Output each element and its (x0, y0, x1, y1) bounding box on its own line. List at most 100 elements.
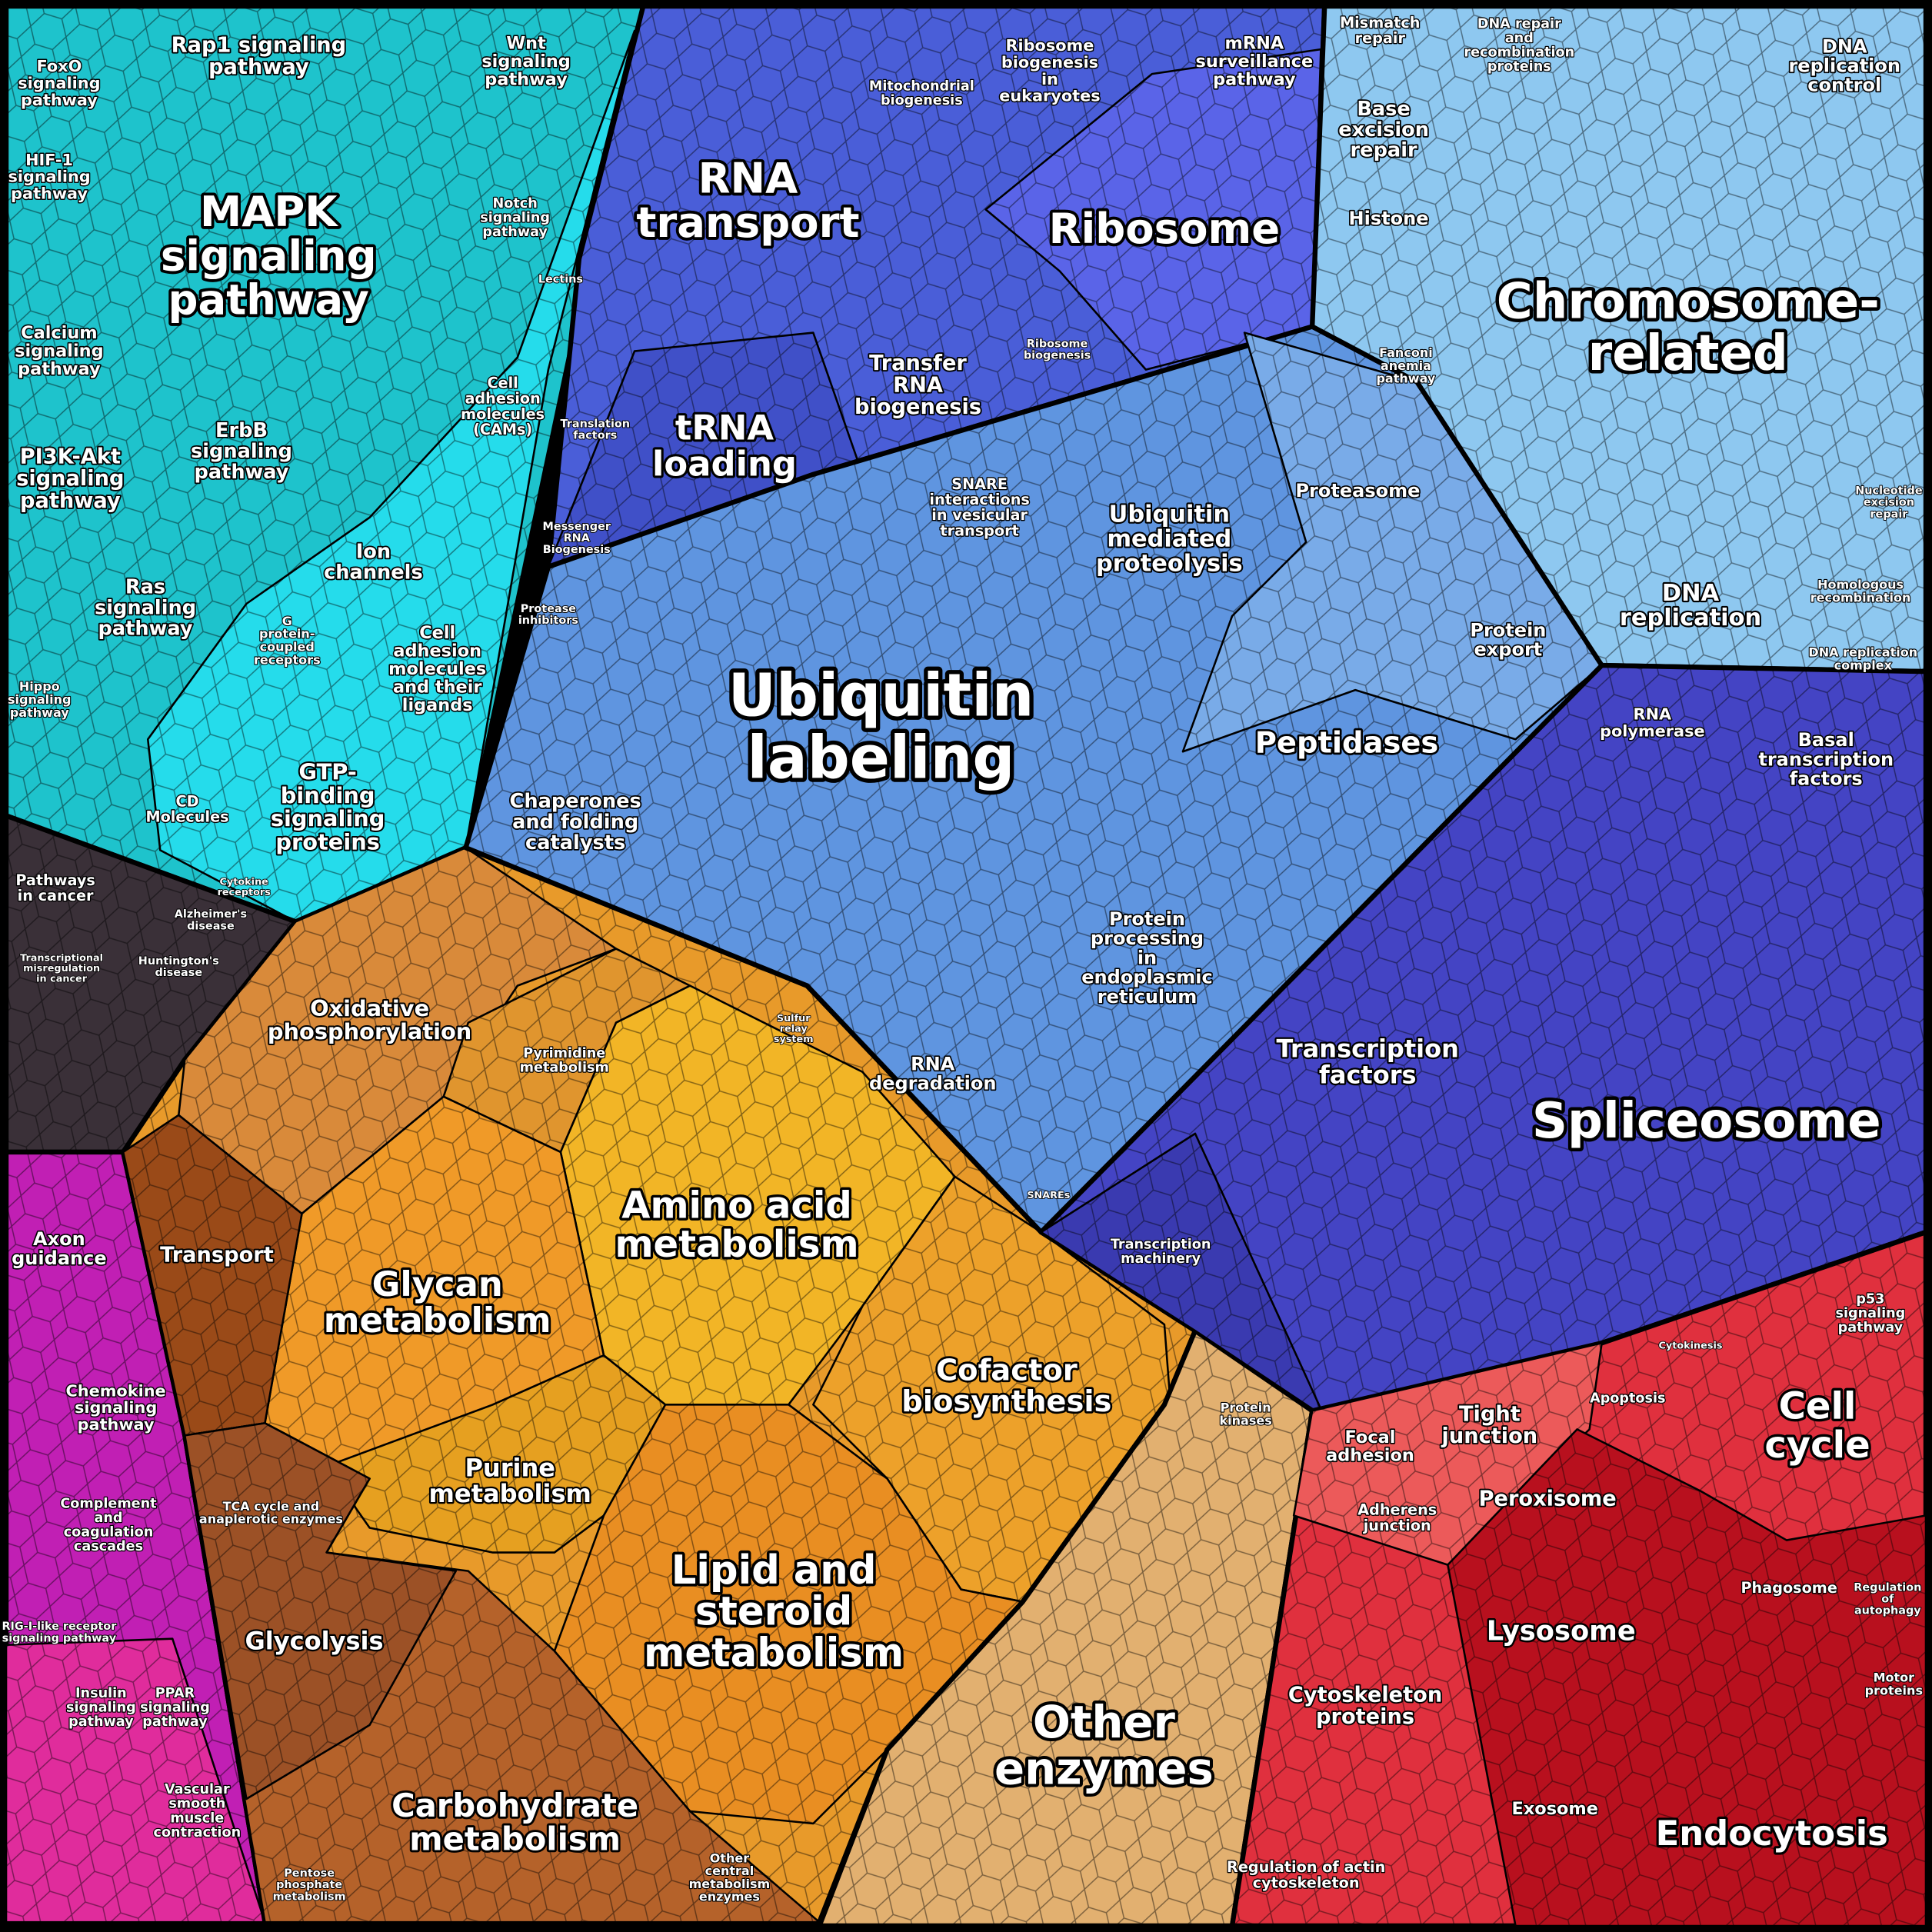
label-line: signaling (95, 596, 196, 619)
label-line: Protein (1470, 619, 1546, 641)
region-label: DNA replication control (1788, 35, 1900, 95)
label-line: Cytokine (220, 876, 269, 888)
label-line: Protein (1221, 1400, 1271, 1414)
region-label: Calcium signaling pathway (15, 323, 103, 379)
region-label: Cytokine receptors (218, 876, 271, 898)
label-line: Phagosome (1740, 1579, 1837, 1597)
label-line: recombination (1464, 45, 1574, 61)
label-line: metabolism (429, 1479, 591, 1508)
label-line: DNA (1662, 580, 1720, 607)
region-label: Ribosome biogenesis (1024, 338, 1091, 361)
region-label: mRNA surveillance pathway (1196, 33, 1314, 89)
label-line: kinases (1220, 1413, 1272, 1427)
label-line: pathway (18, 359, 101, 379)
label-line: in (1138, 947, 1157, 968)
region-label: Transport (160, 1243, 274, 1267)
label-line: muscle (170, 1810, 224, 1826)
label-line: Axon (33, 1228, 85, 1250)
label-line: RNA (564, 532, 591, 545)
region-label: ErbB signaling pathway (191, 419, 292, 484)
region-label: Proteasome (1295, 480, 1420, 501)
region-label: Hippo signaling pathway (8, 679, 72, 720)
region-label: Other central metabolism enzymes (689, 1850, 771, 1904)
label-line: Ubiquitin (728, 662, 1034, 731)
label-line: pathway (485, 69, 568, 89)
label-line: Focal (1345, 1427, 1396, 1447)
label-line: Ribosome (1049, 204, 1280, 253)
label-line: Homologous (1817, 577, 1904, 591)
label-line: proteolysis (1096, 550, 1243, 577)
label-line: repair (1355, 29, 1406, 47)
region-label: Cell adhesion molecules and their ligands (388, 622, 486, 715)
label-line: Lipid and (671, 1547, 877, 1594)
label-line: central (705, 1864, 754, 1878)
region-label: Purine metabolism (429, 1453, 591, 1508)
region-label: Huntington's disease (138, 955, 219, 979)
region-label: Sulfur relay system (774, 1013, 814, 1045)
label-line: pathway (11, 185, 88, 203)
region-label: Adherens junction (1357, 1501, 1437, 1534)
region-label: MAPK signaling pathway (161, 187, 377, 324)
label-line: receptors (218, 887, 271, 898)
label-line: SNAREs (1027, 1189, 1070, 1201)
region-label: Notch signaling pathway (480, 196, 550, 240)
label-line: phosphate (276, 1879, 342, 1891)
label-line: GTP- (298, 759, 356, 785)
label-line: Basal (1798, 729, 1854, 751)
label-line: Cofactor (936, 1353, 1078, 1387)
region-label: Protease inhibitors (518, 603, 578, 627)
region-label: Pyrimidine metabolism (520, 1046, 609, 1076)
label-line: pathway (98, 617, 193, 640)
label-line: Transcription (1111, 1237, 1211, 1252)
region-label: Motor proteins (1865, 1670, 1923, 1697)
region-label: FoxO signaling pathway (18, 57, 100, 109)
label-line: repair (1351, 139, 1417, 162)
label-line: related (1588, 325, 1788, 382)
region-label: p53 signaling pathway (1836, 1291, 1906, 1335)
label-line: metabolism (273, 1890, 346, 1903)
label-line: pathway (168, 275, 369, 325)
label-line: signaling (480, 211, 550, 226)
label-line: Cell (419, 622, 455, 642)
region-label: Peptidases (1255, 725, 1439, 760)
label-line: degradation (869, 1073, 996, 1094)
label-line: pathway (482, 225, 548, 240)
label-line: Mismatch (1340, 13, 1420, 31)
region-label: Transcription machinery (1111, 1237, 1211, 1267)
label-line: Glycolysis (245, 1627, 383, 1656)
label-line: Insulin (75, 1686, 127, 1701)
label-line: Transfer (869, 351, 967, 375)
label-line: Pentose (284, 1867, 335, 1880)
label-line: signaling (8, 691, 72, 706)
region-label: Chaperones and folding catalysts (510, 790, 641, 854)
label-line: Messenger (543, 521, 611, 533)
label-line: Huntington's (138, 955, 219, 968)
label-line: Other (1033, 1696, 1176, 1748)
region-label: Cytoskeleton proteins (1288, 1683, 1442, 1729)
label-line: PI3K-Akt (20, 445, 121, 468)
label-line: of (1881, 1593, 1894, 1605)
label-line: cascades (74, 1539, 143, 1554)
label-line: adhesion (393, 641, 481, 661)
label-line: Spliceosome (1532, 1093, 1881, 1150)
label-line: MAPK (200, 187, 338, 236)
label-line: adhesion (1326, 1445, 1414, 1465)
region-label: Nucleotide excision repair (1855, 485, 1923, 520)
region-label: Ubiquitin mediated proteolysis (1096, 501, 1243, 577)
label-line: Molecules (145, 808, 228, 825)
label-line: metabolism (409, 1820, 621, 1857)
label-line: inhibitors (518, 615, 578, 627)
label-line: junction (1441, 1424, 1538, 1447)
label-line: Hippo (19, 679, 60, 694)
label-line: Cell (487, 374, 518, 391)
label-line: proteins (1865, 1683, 1923, 1697)
region-label: Rap1 signaling pathway (172, 33, 347, 79)
region-label: Exosome (1512, 1798, 1598, 1818)
label-line: signaling (161, 232, 377, 281)
label-line: Oxidative (310, 995, 429, 1021)
label-line: signaling (140, 1700, 210, 1715)
label-line: relay (780, 1023, 808, 1034)
region-label: Ribosome biogenesis in eukaryotes (999, 36, 1100, 105)
